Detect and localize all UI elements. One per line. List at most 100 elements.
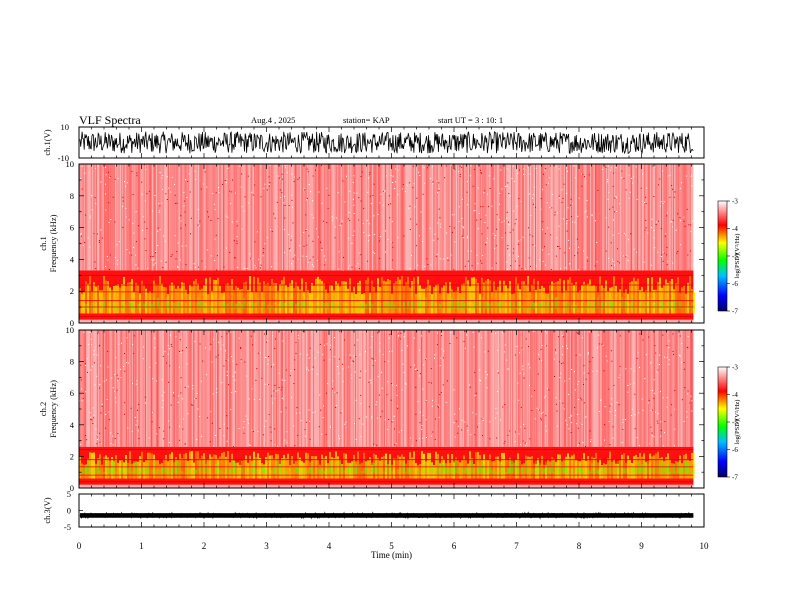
ch1-band-yellow (671, 279, 673, 314)
ch2-band-green (123, 472, 125, 474)
ch2-speckle (519, 352, 520, 354)
ch1-band-yellow (309, 292, 311, 314)
ch1-streak (212, 164, 214, 271)
ch1-band-yellow (163, 287, 165, 314)
ch1-band-yellow (97, 285, 99, 314)
ch2-streak (328, 330, 330, 447)
ch1-speckle (414, 206, 416, 208)
ch2-streak (239, 330, 241, 447)
ch1-streak (355, 164, 357, 271)
ch2-streak (295, 330, 297, 447)
ch1-speckle (436, 253, 438, 255)
ch2-speckle (280, 389, 282, 391)
ch1-band-yellow (289, 283, 291, 314)
ch1-streak (566, 164, 568, 271)
ch2-speckle (622, 419, 624, 421)
ch2-band-green (443, 463, 445, 474)
ch2-speckle (138, 438, 140, 440)
ch1-speckle (625, 256, 627, 258)
ch2-band-green (419, 473, 421, 474)
ch1-band-yellow (371, 280, 373, 314)
ch1-streak (688, 164, 690, 271)
ch1-speckle (321, 247, 323, 249)
ch1-speckle (544, 233, 546, 235)
ch2-speckle (464, 330, 466, 332)
ch1-speckle (545, 168, 547, 170)
ch2-speckle (362, 423, 364, 425)
ch1-streak (625, 164, 627, 271)
ch2-speckle (634, 393, 636, 395)
ch2-streak (416, 330, 418, 447)
ch2-speckle (318, 426, 320, 428)
ch2-speckle (495, 407, 497, 409)
ch2-speckle (525, 338, 527, 340)
ch1-band-green (339, 299, 341, 309)
ch1-speckle (683, 216, 685, 218)
ch1-band-floor (79, 319, 694, 323)
ch2-band-green (497, 472, 499, 474)
ch1-band-yellow (307, 290, 309, 314)
ch2-streak (139, 330, 141, 447)
ch2-streak (95, 330, 97, 447)
ch1-speckle (499, 203, 500, 205)
ch2-streak (394, 330, 396, 447)
ch1-streak (99, 164, 101, 271)
ch2-band-green (217, 460, 219, 474)
ch1-speckle (144, 238, 146, 240)
ch2-streak (265, 330, 267, 447)
ch2-speckle (570, 432, 572, 433)
ch2-speckle (381, 410, 383, 412)
ch1-speckle (218, 187, 219, 188)
ch2-speckle (662, 397, 664, 399)
ch2-speckle (360, 436, 362, 438)
ch1-speckle (608, 191, 610, 193)
ch2-speckle (360, 394, 362, 396)
ch2-streak (442, 330, 444, 447)
ch1-streak (151, 164, 153, 271)
ch1-band-yellow (435, 284, 437, 314)
ch2-speckle (541, 412, 543, 414)
ch1-speckle (594, 265, 596, 267)
ch1-band-yellow (151, 292, 153, 314)
ch2-streak (556, 330, 558, 447)
ch2-speckle (528, 346, 529, 348)
ch1-band-green (503, 308, 505, 309)
ch2-streak (615, 330, 617, 447)
ch2-band-yellow (119, 460, 121, 479)
ch2-speckle (97, 332, 99, 334)
ch1-streak (436, 164, 438, 271)
ch2-band-green (671, 465, 673, 474)
ch2-streak (292, 330, 294, 447)
ch2-streak (201, 330, 203, 447)
ch2-streak (82, 330, 84, 447)
ch1-band-green (371, 303, 373, 309)
ch2-speckle (654, 345, 656, 347)
ch1-speckle (385, 251, 386, 253)
ch2-speckle (265, 420, 267, 422)
ch2-band-green (135, 460, 137, 474)
ch2-speckle (528, 385, 530, 387)
ch2-speckle (158, 427, 160, 429)
ch2-speckle (691, 400, 693, 402)
ch2-speckle (666, 345, 668, 347)
ch1-band-yellow (235, 285, 237, 314)
ch2-streak (116, 330, 118, 447)
ch2-speckle (236, 363, 238, 365)
ch2-speckle (639, 445, 640, 447)
ch1-streak (191, 164, 193, 271)
ch2-band-yellow (209, 454, 211, 479)
ch2-speckle (443, 350, 445, 352)
ch2-streak (520, 330, 522, 447)
ch2-band-yellow (421, 451, 423, 479)
ch2-speckle (127, 427, 129, 429)
ch1-speckle (477, 263, 479, 265)
ch1-band-green (223, 301, 225, 309)
ch1-streak (457, 164, 459, 271)
ch1-speckle (240, 186, 242, 188)
ch2-speckle (538, 409, 540, 411)
ch2-streak (653, 330, 655, 447)
ch2-streak (488, 330, 490, 447)
ch1-band-yellow (341, 281, 343, 314)
ch1-band-green (439, 303, 441, 309)
ch2-speckle (519, 372, 521, 374)
